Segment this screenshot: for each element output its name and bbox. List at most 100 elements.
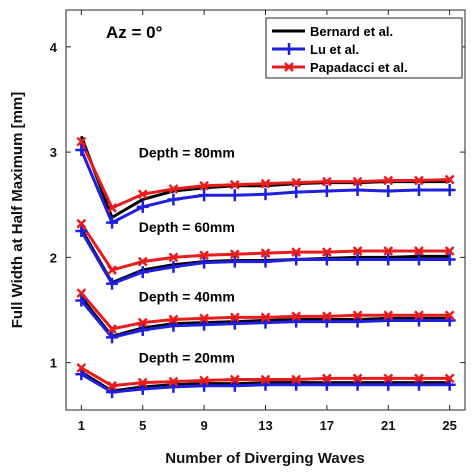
x-tick-label: 25 <box>442 418 456 433</box>
data-point-lu-et-al <box>351 378 364 391</box>
data-point-papadacci-et-al <box>199 180 209 191</box>
depth-label: Depth = 80mm <box>139 144 235 160</box>
data-point-papadacci-et-al <box>168 314 179 325</box>
data-point-lu-et-al <box>75 294 88 307</box>
data-point-papadacci-et-al <box>137 189 148 200</box>
data-point-papadacci-et-al <box>414 175 424 186</box>
data-point-papadacci-et-al <box>383 310 394 321</box>
data-point-lu-et-al <box>351 253 364 266</box>
data-point-lu-et-al <box>290 186 303 199</box>
data-point-lu-et-al <box>75 225 88 238</box>
data-point-papadacci-et-al <box>168 184 179 194</box>
legend-marker-papadacci <box>284 62 294 72</box>
data-point-lu-et-al <box>75 144 88 156</box>
data-point-lu-et-al <box>259 188 272 201</box>
data-point-lu-et-al <box>228 255 241 268</box>
data-point-papadacci-et-al <box>168 252 179 263</box>
data-point-papadacci-et-al <box>322 311 332 322</box>
data-point-papadacci-et-al <box>229 179 240 190</box>
x-tick-label: 21 <box>381 418 395 433</box>
data-point-papadacci-et-al <box>352 176 363 187</box>
data-point-papadacci-et-al <box>383 373 394 384</box>
data-point-lu-et-al <box>136 200 149 213</box>
data-point-lu-et-al <box>412 253 425 266</box>
data-point-lu-et-al <box>443 378 456 391</box>
data-point-lu-et-al <box>382 185 395 198</box>
y-tick-label: 1 <box>50 356 57 371</box>
data-point-papadacci-et-al <box>137 317 148 328</box>
data-point-papadacci-et-al <box>383 246 394 256</box>
data-point-papadacci-et-al <box>444 373 455 384</box>
y-axis-label: Full Width at Half Maximum [mm] <box>9 92 26 329</box>
data-point-lu-et-al <box>351 184 364 196</box>
data-point-lu-et-al <box>290 253 303 266</box>
data-point-papadacci-et-al <box>260 312 271 323</box>
y-tick-label: 4 <box>50 40 58 55</box>
data-point-papadacci-et-al <box>322 373 332 384</box>
data-point-papadacci-et-al <box>414 246 424 256</box>
legend-marker-lu <box>283 43 295 55</box>
data-point-papadacci-et-al <box>260 248 271 259</box>
x-tick-label: 13 <box>258 418 272 433</box>
data-point-lu-et-al <box>136 324 149 336</box>
data-point-papadacci-et-al <box>107 265 117 275</box>
data-point-papadacci-et-al <box>229 312 240 323</box>
data-point-lu-et-al <box>106 386 119 399</box>
data-point-papadacci-et-al <box>352 373 363 384</box>
data-point-papadacci-et-al <box>444 174 455 185</box>
depth-label: Depth = 40mm <box>139 289 235 305</box>
data-point-papadacci-et-al <box>291 311 302 322</box>
data-point-lu-et-al <box>320 253 333 266</box>
legend-label-papadacci: Papadacci et al. <box>310 60 408 75</box>
data-point-papadacci-et-al <box>291 247 302 257</box>
data-point-lu-et-al <box>228 379 241 392</box>
data-point-lu-et-al <box>382 378 395 391</box>
data-point-papadacci-et-al <box>137 256 148 267</box>
data-point-lu-et-al <box>320 185 333 198</box>
data-point-papadacci-et-al <box>76 218 87 229</box>
data-point-lu-et-al <box>167 260 180 273</box>
x-tick-label: 5 <box>139 418 146 433</box>
data-point-lu-et-al <box>228 317 241 330</box>
data-point-lu-et-al <box>443 253 456 266</box>
data-point-papadacci-et-al <box>322 247 332 257</box>
x-axis-label: Number of Diverging Waves <box>165 450 364 467</box>
data-point-lu-et-al <box>136 382 149 395</box>
data-point-lu-et-al <box>198 189 211 202</box>
data-point-lu-et-al <box>412 184 425 196</box>
data-point-lu-et-al <box>167 319 180 332</box>
legend: Bernard et al. Lu et al. Papadacci et al… <box>265 17 463 79</box>
y-tick-label: 3 <box>50 145 57 160</box>
data-point-papadacci-et-al <box>260 374 271 385</box>
data-point-papadacci-et-al <box>352 246 363 256</box>
data-point-papadacci-et-al <box>199 375 209 386</box>
legend-label-bernard: Bernard et al. <box>310 24 393 39</box>
data-point-papadacci-et-al <box>291 177 302 188</box>
data-point-papadacci-et-al <box>107 380 117 391</box>
depth-label: Depth = 60mm <box>139 219 235 235</box>
y-tick-label: 2 <box>50 250 57 265</box>
data-point-papadacci-et-al <box>352 310 363 321</box>
data-point-papadacci-et-al <box>291 374 302 385</box>
data-point-papadacci-et-al <box>76 136 87 147</box>
data-point-papadacci-et-al <box>383 175 394 186</box>
data-point-papadacci-et-al <box>414 373 424 384</box>
data-point-papadacci-et-al <box>107 324 117 334</box>
x-tick-label: 1 <box>78 418 85 433</box>
data-point-lu-et-al <box>259 255 272 268</box>
x-tick-label: 17 <box>320 418 334 433</box>
data-point-papadacci-et-al <box>322 176 332 187</box>
data-point-lu-et-al <box>198 256 211 269</box>
data-point-lu-et-al <box>167 193 180 206</box>
data-point-papadacci-et-al <box>107 203 117 213</box>
data-point-lu-et-al <box>106 216 119 229</box>
data-point-lu-et-al <box>106 331 119 344</box>
data-point-papadacci-et-al <box>229 374 240 385</box>
data-point-papadacci-et-al <box>168 376 179 387</box>
data-point-papadacci-et-al <box>260 178 271 189</box>
data-point-papadacci-et-al <box>199 313 209 324</box>
x-tick-label: 9 <box>200 418 207 433</box>
data-point-papadacci-et-al <box>229 249 240 260</box>
data-point-papadacci-et-al <box>76 288 87 299</box>
